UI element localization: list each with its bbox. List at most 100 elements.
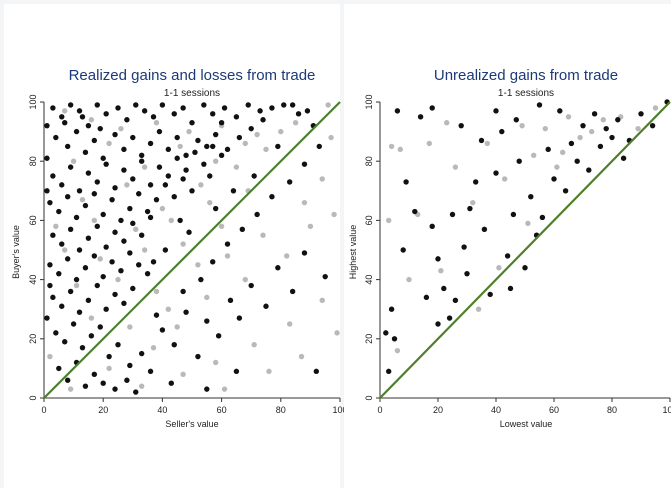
x-tick-label: 20: [98, 405, 108, 415]
data-point-dark: [212, 205, 219, 212]
data-point-dark: [64, 194, 71, 200]
data-point-light: [531, 152, 537, 158]
x-tick-label: 60: [217, 405, 227, 415]
data-point-light: [133, 226, 139, 232]
data-point-light: [298, 353, 305, 360]
data-point-dark: [275, 265, 281, 271]
x-tick-label: 60: [549, 405, 559, 415]
data-point-dark: [180, 288, 186, 295]
y-tick-label: 40: [28, 275, 38, 285]
data-point-dark: [100, 380, 106, 386]
data-point-light: [97, 256, 103, 262]
data-point-dark: [301, 161, 308, 167]
data-point-light: [47, 353, 53, 360]
data-point-dark: [551, 176, 557, 182]
x-tick-label: 40: [491, 405, 501, 415]
data-point-dark: [156, 164, 163, 170]
data-point-dark: [446, 315, 453, 321]
y-tick-label: 100: [364, 94, 374, 109]
data-point-dark: [251, 173, 257, 179]
data-point-dark: [591, 111, 598, 117]
data-point-dark: [59, 182, 65, 188]
data-point-light: [484, 140, 490, 147]
data-point-dark: [94, 223, 100, 230]
data-point-light: [652, 105, 659, 111]
y-tick-label: 20: [364, 334, 374, 344]
data-point-dark: [458, 122, 464, 129]
data-point-dark: [109, 196, 115, 203]
y-tick-label: 60: [28, 215, 38, 225]
data-point-dark: [180, 176, 186, 182]
data-point-dark: [215, 333, 222, 339]
data-point-dark: [76, 247, 83, 253]
data-point-light: [565, 114, 572, 120]
data-point-dark: [513, 117, 519, 123]
data-point-dark: [85, 170, 92, 176]
data-point-dark: [245, 102, 251, 108]
data-point-dark: [56, 270, 62, 277]
data-point-dark: [493, 170, 499, 176]
data-point-dark: [121, 167, 127, 173]
data-point-dark: [183, 309, 189, 315]
data-point-dark: [210, 111, 216, 117]
data-point-dark: [210, 143, 216, 150]
data-point-dark: [171, 194, 177, 200]
data-point-dark: [82, 383, 89, 389]
data-point-dark: [103, 161, 109, 167]
data-point-light: [88, 315, 95, 321]
data-point-dark: [76, 108, 83, 114]
data-point-dark: [218, 152, 225, 158]
data-point-dark: [507, 285, 514, 292]
x-axis-label: Lowest value: [500, 419, 553, 429]
data-point-dark: [580, 122, 586, 129]
data-point-dark: [204, 143, 210, 150]
data-point-dark: [403, 179, 409, 185]
y-axis-label: Buyer's value: [11, 225, 21, 279]
data-point-dark: [103, 306, 109, 312]
data-point-dark: [510, 211, 517, 218]
data-point-light: [397, 146, 403, 153]
data-point-dark: [218, 120, 225, 126]
data-point-dark: [171, 342, 177, 348]
data-point-dark: [59, 114, 65, 120]
data-point-dark: [150, 259, 157, 265]
data-point-dark: [478, 137, 485, 144]
data-point-dark: [165, 173, 172, 179]
y-tick-label: 60: [364, 215, 374, 225]
data-point-light: [519, 122, 525, 129]
chart-unrealized: Unrealized gains from trade 1-1 sessions…: [348, 67, 671, 429]
y-tick-label: 0: [364, 395, 374, 400]
data-point-dark: [56, 365, 62, 372]
data-point-light: [635, 125, 641, 132]
data-point-dark: [248, 125, 254, 132]
data-point-dark: [195, 353, 201, 360]
data-point-dark: [121, 300, 127, 306]
data-point-dark: [47, 282, 53, 289]
data-point-light: [386, 217, 392, 224]
data-point-light: [115, 276, 121, 283]
data-point-dark: [82, 149, 89, 156]
data-point-light: [180, 241, 186, 247]
data-point-light: [153, 120, 160, 126]
data-point-dark: [59, 241, 65, 247]
data-point-dark: [112, 131, 118, 138]
data-point-light: [165, 306, 172, 312]
data-point-dark: [50, 294, 56, 301]
data-point-dark: [620, 155, 627, 161]
data-point-light: [218, 223, 225, 230]
data-point-dark: [153, 312, 160, 318]
data-point-dark: [85, 297, 92, 304]
data-point-dark: [97, 324, 103, 330]
data-point-light: [251, 342, 257, 348]
data-point-light: [406, 276, 412, 283]
data-point-dark: [429, 105, 435, 111]
data-point-dark: [174, 155, 180, 161]
chart-title: Realized gains and losses from trade: [69, 67, 316, 84]
data-point-dark: [186, 229, 192, 235]
data-point-dark: [201, 161, 207, 167]
data-point-dark: [112, 229, 118, 235]
data-point-dark: [156, 128, 163, 135]
data-point-dark: [417, 114, 424, 120]
data-point-dark: [177, 217, 183, 224]
data-point-light: [62, 247, 68, 253]
